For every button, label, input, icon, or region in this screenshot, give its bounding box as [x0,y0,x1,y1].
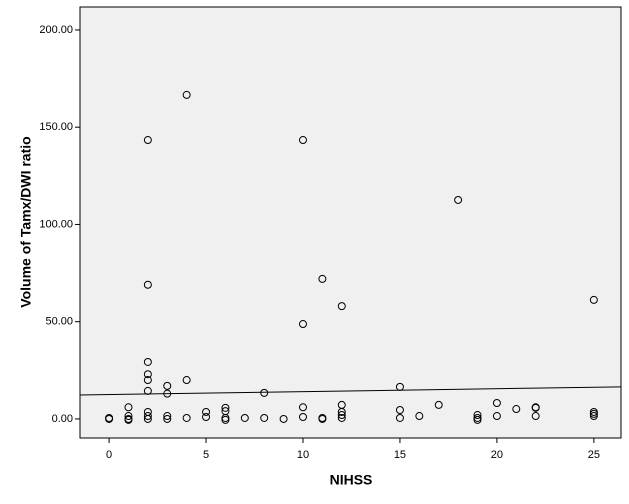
point [260,388,269,397]
x-tick-label: 0 [106,449,112,461]
point [221,413,230,422]
point [337,411,346,420]
point [182,413,191,422]
point [143,136,152,145]
point [143,412,152,421]
point [492,412,501,421]
point [395,413,404,422]
point [589,295,598,304]
point [512,405,521,414]
point [279,414,288,423]
x-tick-label: 10 [297,449,309,461]
point [260,413,269,422]
fit-line [79,386,622,396]
point [337,413,346,422]
point [298,412,307,421]
point [492,398,501,407]
point [202,412,211,421]
point [337,302,346,311]
point [589,409,598,418]
plot-area [79,6,622,439]
point [298,136,307,145]
point [531,412,540,421]
point [143,376,152,385]
point [473,411,482,420]
point [143,280,152,289]
y-tick-label: 100.00 [39,218,73,230]
x-tick-label: 5 [203,449,209,461]
point [395,405,404,414]
point [163,412,172,421]
point [163,414,172,423]
point [531,403,540,412]
point [454,195,463,204]
y-tick-label: 200.00 [39,24,73,36]
point [124,412,133,421]
point [434,400,443,409]
x-tick-label: 20 [491,449,503,461]
point [182,376,191,385]
y-tick-label: 150.00 [39,121,73,133]
point [415,412,424,421]
point [143,370,152,379]
point [318,414,327,423]
point [298,403,307,412]
point [143,357,152,366]
point [143,414,152,423]
point [589,407,598,416]
point [124,403,133,412]
y-axis-title: Volume of Tamx/DWI ratio [18,136,34,307]
x-axis-title: NIHSS [330,472,373,488]
y-tick-label: 0.00 [52,413,73,425]
point [473,415,482,424]
point [124,415,133,424]
point [182,90,191,99]
point [337,407,346,416]
point [221,403,230,412]
point [105,414,114,423]
point [221,415,230,424]
point [240,413,249,422]
point [473,413,482,422]
point [589,412,598,421]
point [202,407,211,416]
x-tick-label: 25 [588,449,600,461]
y-tick-label: 50.00 [45,316,73,328]
x-tick-label: 15 [394,449,406,461]
point [298,320,307,329]
point [163,381,172,390]
point [318,274,327,283]
